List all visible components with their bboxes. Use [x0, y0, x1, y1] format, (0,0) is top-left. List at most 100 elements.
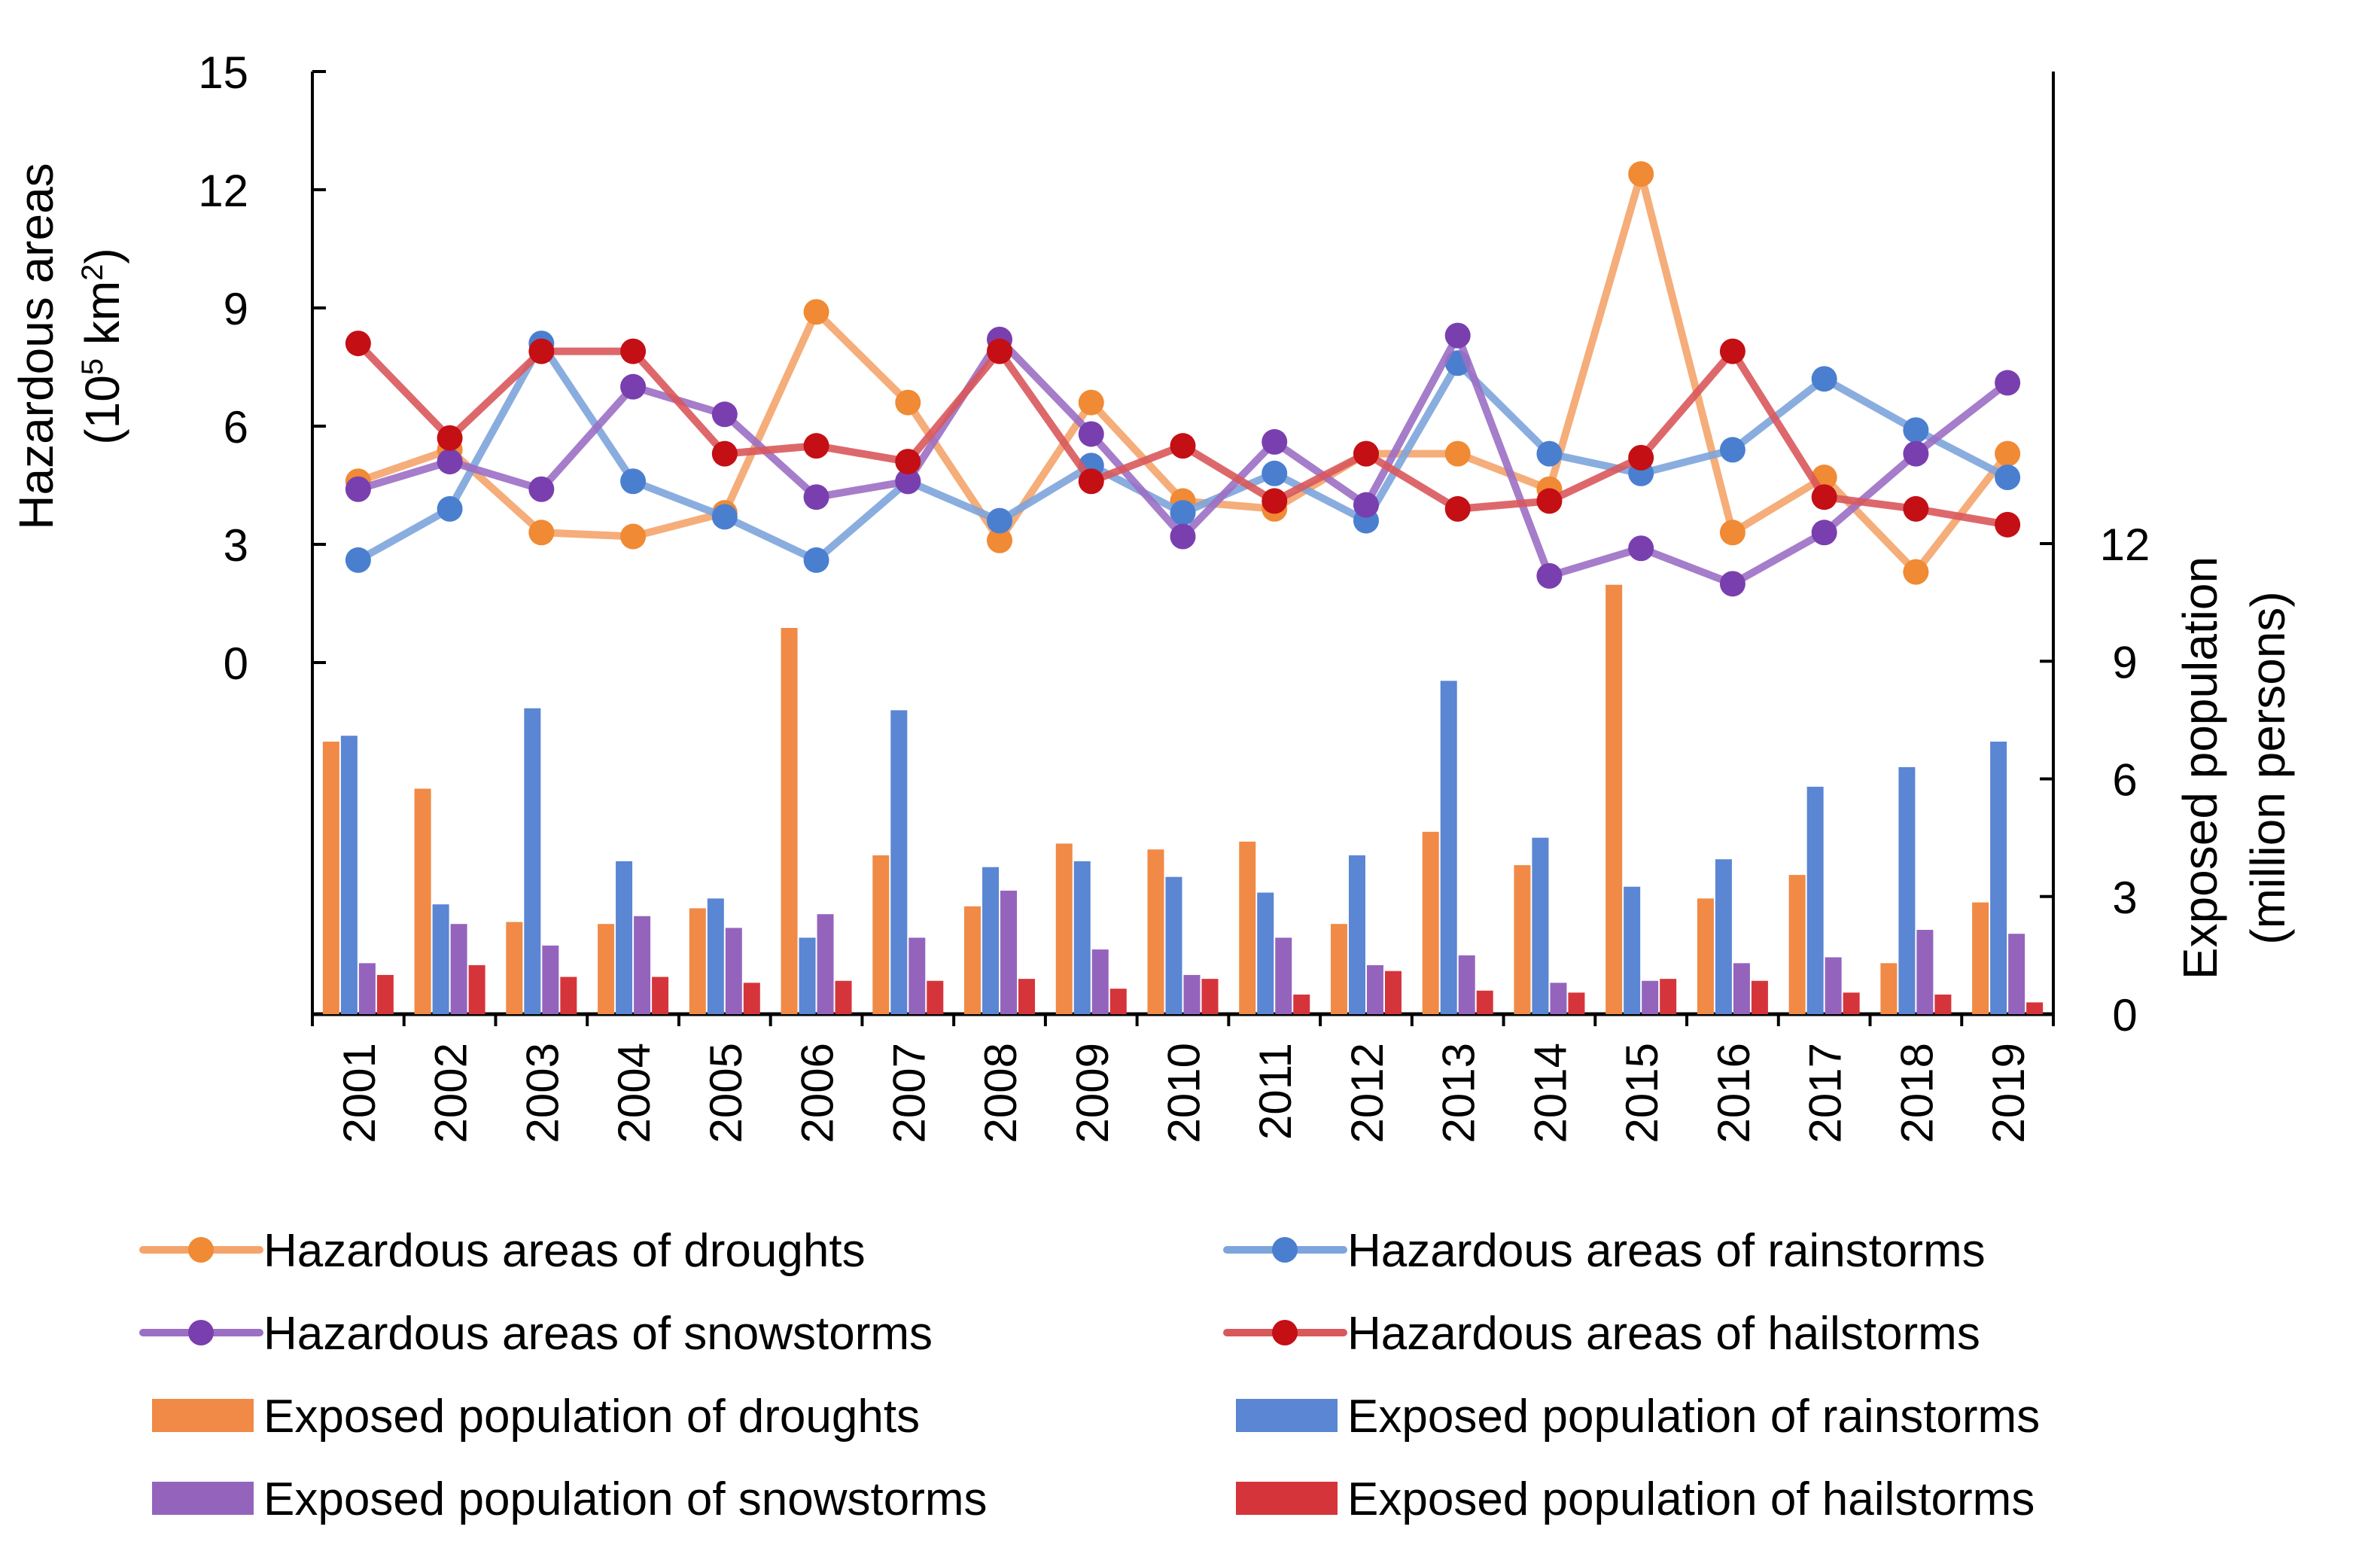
- bar-hail: [652, 977, 669, 1014]
- point-drought: [528, 520, 555, 546]
- bar-snow: [2008, 934, 2025, 1014]
- bar-drought: [1055, 843, 1073, 1014]
- point-snow: [345, 476, 371, 502]
- point-snow: [1903, 440, 1929, 467]
- legend-bar-swatch: [1236, 1482, 1338, 1515]
- bar-rain: [432, 904, 449, 1014]
- point-snow: [1995, 370, 2021, 396]
- point-snow: [1719, 571, 1745, 597]
- bar-drought: [322, 742, 339, 1014]
- bar-rain: [1532, 837, 1549, 1014]
- point-hail: [1353, 440, 1379, 467]
- point-drought: [620, 523, 647, 550]
- point-rain: [345, 547, 371, 573]
- bar-drought: [506, 922, 523, 1014]
- bar-drought: [689, 908, 706, 1014]
- x-tick-label: 2003: [517, 1043, 568, 1143]
- point-hail: [1995, 511, 2021, 538]
- point-rain: [987, 507, 1013, 534]
- point-hail: [345, 331, 371, 357]
- point-rain: [1262, 460, 1288, 486]
- tick-labels: 15 12 9 6 3 0 12 9 6 3 0 2001 2002 2003 2004 2005 2006 20…: [198, 47, 2150, 1143]
- x-tick-label: 2008: [975, 1043, 1026, 1143]
- point-rain: [1719, 437, 1745, 463]
- right-tick-label: 3: [2112, 873, 2137, 923]
- point-hail: [1078, 468, 1104, 495]
- bar-snow: [450, 924, 467, 1014]
- bar-rain: [524, 708, 541, 1014]
- legend-label: Hazardous areas of rainstorms: [1347, 1225, 1986, 1277]
- right-axis-title: Exposed population: [2173, 556, 2227, 980]
- bars-group: [322, 584, 2044, 1014]
- bar-snow: [634, 916, 651, 1014]
- bar-hail: [1934, 994, 1952, 1014]
- bar-drought: [1972, 902, 1989, 1014]
- left-tick-label: 6: [224, 402, 248, 452]
- point-rain: [803, 547, 829, 573]
- point-hail: [895, 449, 921, 475]
- point-snow: [803, 484, 829, 510]
- legend-bar-swatch: [1236, 1399, 1338, 1432]
- bar-rain: [1073, 861, 1091, 1014]
- bar-rain: [1715, 859, 1732, 1014]
- right-tick-label: 9: [2112, 637, 2137, 687]
- x-tick-label: 2004: [609, 1043, 659, 1143]
- bar-snow: [1642, 980, 1659, 1014]
- bar-drought: [598, 924, 615, 1014]
- right-tick-label: 0: [2112, 990, 2137, 1041]
- x-tick-label: 2002: [426, 1043, 476, 1143]
- x-tick-label: 2011: [1250, 1043, 1301, 1140]
- bar-drought: [1880, 963, 1898, 1014]
- bar-snow: [358, 963, 376, 1014]
- bar-snow: [1916, 930, 1934, 1014]
- legend-label: Hazardous areas of droughts: [263, 1225, 866, 1277]
- point-rain: [1995, 465, 2021, 491]
- bar-drought: [964, 906, 982, 1014]
- point-rain: [620, 468, 647, 495]
- x-tick-label: 2015: [1617, 1043, 1667, 1143]
- legend-label: Exposed population of droughts: [263, 1391, 920, 1443]
- point-hail: [437, 425, 463, 451]
- bar-rain: [1348, 855, 1365, 1014]
- x-tick-label: 2016: [1709, 1043, 1759, 1143]
- point-hail: [1536, 488, 1563, 514]
- left-axis-unit: (105 km2): [75, 248, 129, 444]
- point-hail: [987, 338, 1013, 364]
- bar-hail: [1018, 979, 1036, 1014]
- bar-snow: [1091, 949, 1109, 1014]
- legend-bar-swatch: [152, 1399, 254, 1432]
- point-snow: [1536, 562, 1563, 589]
- legend-label: Exposed population of snowstorms: [263, 1473, 988, 1525]
- legend-bar-swatch: [152, 1482, 254, 1515]
- legend-label: Exposed population of rainstorms: [1347, 1391, 2040, 1443]
- x-tick-label: 2009: [1067, 1043, 1118, 1143]
- left-tick-label: 12: [198, 166, 248, 216]
- point-hail: [1628, 444, 1654, 471]
- point-hail: [620, 338, 647, 364]
- bar-rain: [1257, 892, 1274, 1014]
- bar-rain: [799, 937, 816, 1014]
- bar-snow: [1733, 963, 1750, 1014]
- bar-hail: [376, 974, 394, 1014]
- point-drought: [1078, 389, 1104, 416]
- bar-snow: [725, 928, 742, 1014]
- legend-marker-swatch: [1272, 1237, 1298, 1263]
- legend: Hazardous areas of droughts Hazardous are…: [139, 1225, 2040, 1525]
- bar-drought: [1514, 865, 1531, 1014]
- legend-label: Hazardous areas of snowstorms: [263, 1308, 933, 1360]
- bar-snow: [1458, 955, 1475, 1014]
- point-drought: [1995, 440, 2021, 467]
- bar-hail: [1201, 979, 1219, 1014]
- point-snow: [1353, 492, 1379, 518]
- bar-hail: [560, 977, 577, 1014]
- point-drought: [895, 389, 921, 416]
- bar-hail: [743, 983, 760, 1014]
- legend-marker-swatch: [188, 1320, 214, 1345]
- point-hail: [1170, 433, 1196, 459]
- point-rain: [1170, 500, 1196, 526]
- bar-drought: [872, 855, 890, 1014]
- left-tick-label: 0: [224, 638, 248, 689]
- left-tick-label: 9: [224, 284, 248, 334]
- bar-snow: [1550, 983, 1567, 1014]
- point-snow: [711, 401, 738, 428]
